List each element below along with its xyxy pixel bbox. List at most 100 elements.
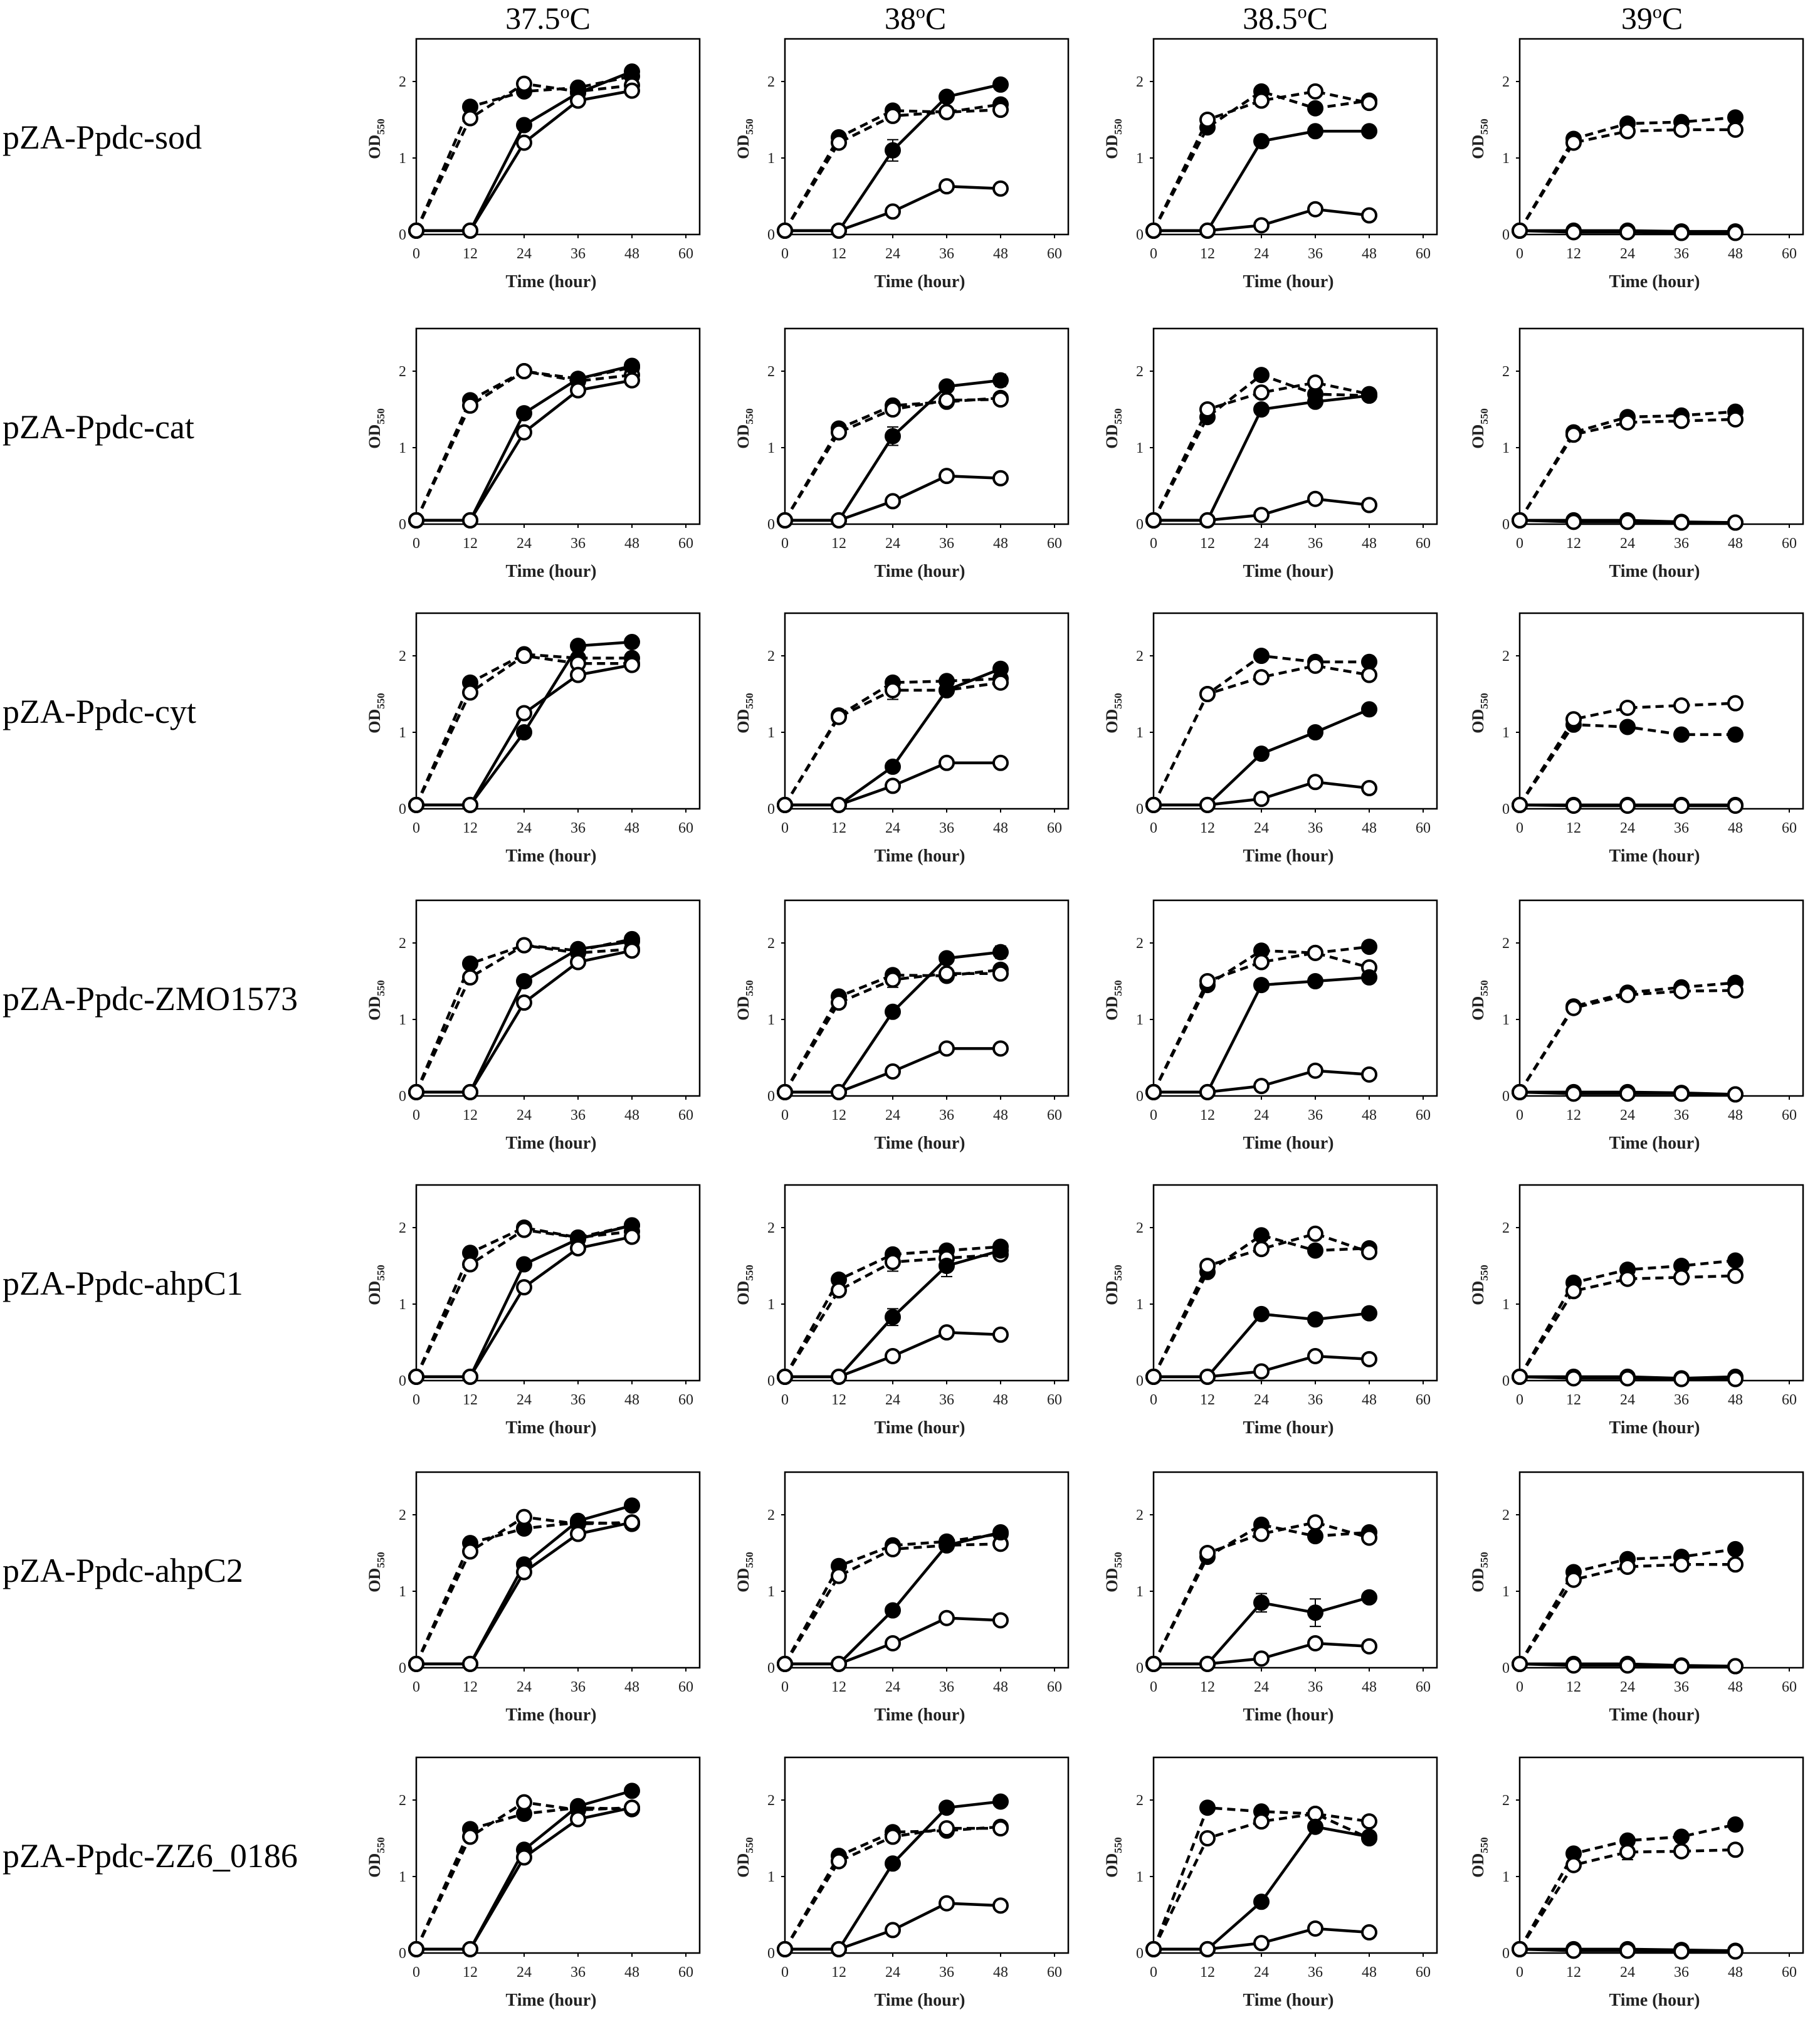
series-line [414,1224,633,1377]
data-point [939,392,955,409]
series-line [1152,1812,1370,1950]
data-point [570,1811,586,1828]
y-tick-label: 0 [1502,1945,1510,1962]
data-point [777,1083,793,1100]
x-tick-label: 12 [831,535,846,552]
y-axis-label: OD550 [734,1265,755,1305]
y-tick-label: 2 [767,364,775,380]
x-tick-label: 0 [413,1392,420,1408]
x-tick-label: 12 [831,1392,846,1408]
data-point [939,1799,955,1816]
row-strain-label: pZA-Ppdc-ZMO1573 [3,980,298,1018]
data-point [516,363,532,379]
data-point [462,684,478,701]
x-tick-label: 48 [993,1679,1008,1695]
x-tick-label: 0 [781,1392,789,1408]
plot-frame [415,327,701,525]
data-point [777,222,793,239]
x-tick-label: 12 [1200,1107,1215,1124]
x-tick-label: 12 [831,246,846,262]
x-tick-label: 48 [993,1964,1008,1981]
data-point [1145,1940,1162,1957]
data-point [1253,1525,1270,1542]
data-point [570,954,586,971]
x-tick-label: 12 [1200,246,1215,262]
x-tick-label: 36 [1308,1964,1323,1981]
data-point [939,1258,955,1274]
data-point [462,512,478,529]
x-axis-label: Time (hour) [1609,562,1700,581]
data-point [831,222,847,239]
data-point [1307,374,1323,391]
data-point [1253,92,1270,109]
data-point [992,391,1009,408]
x-tick-label: 24 [885,1964,900,1981]
data-point [1512,222,1528,239]
data-point [1361,1589,1377,1606]
x-tick-label: 60 [1047,820,1062,836]
plot-frame [1152,1184,1438,1382]
series-line [414,937,633,1093]
data-point [1673,121,1690,138]
y-axis-label: OD550 [366,408,387,449]
data-point [1307,1514,1323,1531]
x-tick-label: 48 [1362,1964,1377,1981]
x-tick-label: 48 [1728,820,1743,836]
x-tick-label: 0 [1516,1964,1523,1981]
data-point [1253,1227,1270,1244]
data-point [1253,745,1270,762]
x-tick-label: 24 [1254,1679,1269,1695]
x-tick-label: 12 [1566,1392,1581,1408]
y-tick-label: 1 [1502,1012,1510,1028]
x-tick-label: 12 [463,820,478,836]
data-point [1361,1350,1377,1367]
x-tick-label: 24 [517,1679,532,1695]
data-point [831,796,847,813]
data-point [1307,724,1323,740]
temperature-value: 37.5 [505,1,560,36]
data-point [992,1612,1009,1629]
y-tick-label: 2 [767,1220,775,1236]
data-point [1361,497,1377,513]
y-tick-label: 1 [1502,1869,1510,1885]
y-tick-label: 2 [399,935,406,952]
series-line [414,1806,633,1950]
x-tick-label: 12 [1200,1964,1215,1981]
y-axis-label: OD550 [734,118,755,159]
y-tick-label: 1 [1502,440,1510,456]
data-point [1253,1363,1270,1380]
x-tick-label: 60 [1416,820,1431,836]
data-point [1361,123,1377,140]
data-point [1253,1594,1270,1611]
data-point [1307,774,1323,791]
data-point [516,705,532,722]
column-temperature-label: 37.5oC [423,0,673,36]
y-axis-label: OD550 [366,693,387,734]
y-tick-label: 1 [1136,1012,1144,1028]
data-point [992,1820,1009,1837]
data-point [885,1922,901,1939]
x-tick-label: 0 [1516,820,1523,836]
plot-frame [784,1184,1070,1382]
data-point [1673,697,1690,714]
data-point [1565,1085,1582,1102]
x-tick-label: 12 [1566,820,1581,836]
data-point [831,1940,847,1957]
x-tick-label: 0 [1150,535,1157,552]
data-point [624,372,640,389]
temperature-degree-sup: o [1297,1,1307,23]
y-tick-label: 1 [399,150,406,167]
series-line [784,103,1001,232]
x-tick-label: 60 [1416,246,1431,262]
y-tick-label: 1 [1136,440,1144,456]
x-tick-label: 48 [993,535,1008,552]
y-axis-label: OD550 [734,693,755,734]
plot-frame [415,1471,701,1669]
data-point [1512,1368,1528,1385]
data-point [939,965,955,982]
data-point [1673,224,1690,241]
